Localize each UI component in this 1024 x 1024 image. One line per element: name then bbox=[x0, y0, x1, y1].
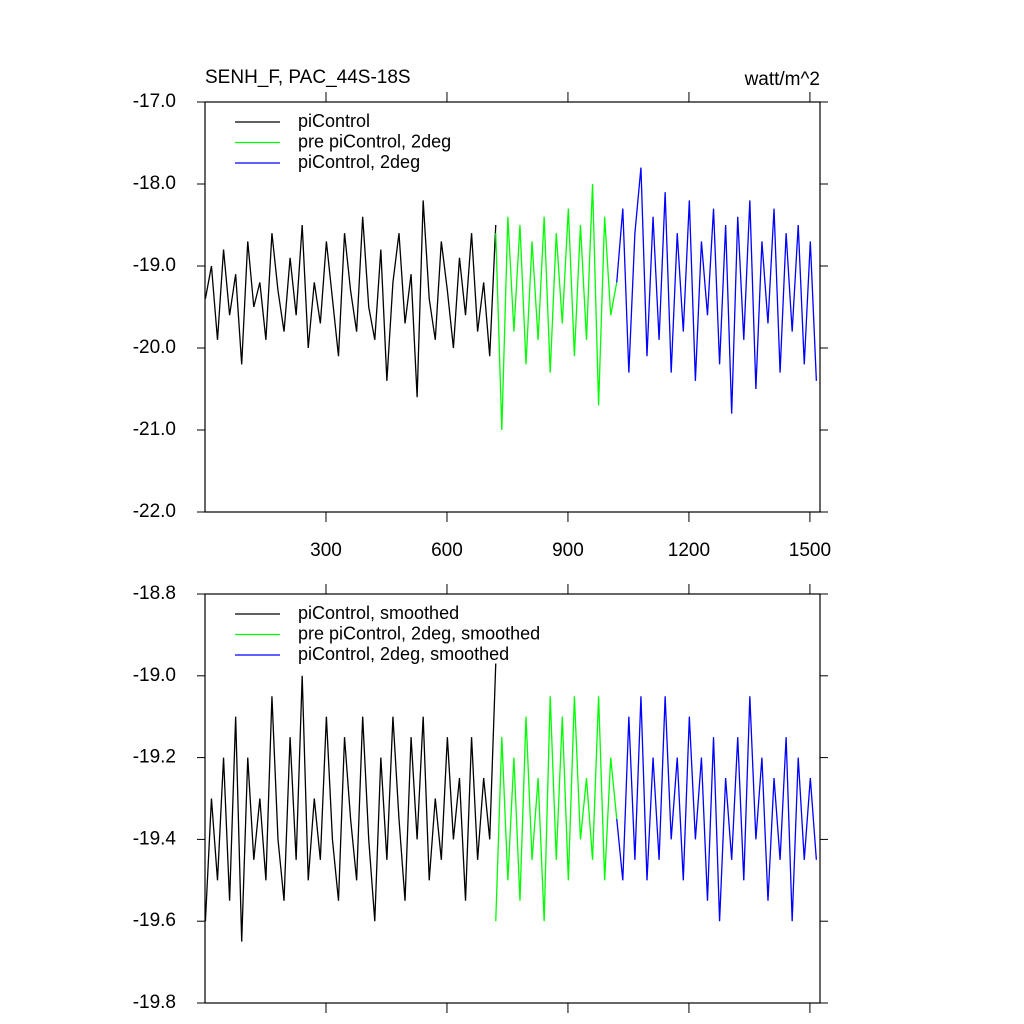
legend-label: pre piControl, 2deg bbox=[298, 131, 451, 151]
legend-label: piControl, 2deg, smoothed bbox=[298, 644, 509, 664]
chart-title: SENH_F, PAC_44S-18S bbox=[205, 67, 411, 88]
series-line bbox=[204, 663, 497, 942]
y-tick-label: -20.0 bbox=[133, 337, 176, 358]
legend-label: piControl, smoothed bbox=[298, 603, 459, 623]
y-tick-label: -19.2 bbox=[133, 747, 176, 768]
x-tick-label: 600 bbox=[431, 540, 463, 561]
plot-frame bbox=[204, 101, 821, 513]
x-tick-label: 1500 bbox=[789, 540, 831, 561]
y-tick-label: -19.0 bbox=[133, 665, 176, 686]
y-tick-label: -18.8 bbox=[133, 583, 176, 604]
x-tick-label: 900 bbox=[552, 540, 584, 561]
x-tick-label: 300 bbox=[310, 540, 342, 561]
series-line bbox=[495, 183, 618, 431]
y-tick-label: -21.0 bbox=[133, 419, 176, 440]
y-tick-label: -22.0 bbox=[133, 501, 176, 522]
series-line bbox=[204, 200, 497, 398]
plot-frame bbox=[204, 593, 821, 1004]
y-tick-label: -19.6 bbox=[133, 910, 176, 931]
legend-label: piControl bbox=[298, 111, 370, 131]
legend-label: pre piControl, 2deg, smoothed bbox=[298, 623, 540, 643]
y-tick-label: -19.8 bbox=[133, 992, 176, 1013]
y-tick-label: -19.0 bbox=[133, 255, 176, 276]
y-tick-label: -17.0 bbox=[133, 91, 176, 112]
units-label: watt/m^2 bbox=[744, 69, 820, 90]
series-line bbox=[616, 167, 818, 414]
x-tick-label: 1200 bbox=[668, 540, 710, 561]
y-tick-label: -19.4 bbox=[133, 828, 177, 849]
y-tick-label: -18.0 bbox=[133, 173, 176, 194]
series-line bbox=[616, 696, 818, 922]
series-line bbox=[495, 696, 618, 922]
legend-label: piControl, 2deg bbox=[298, 152, 420, 172]
